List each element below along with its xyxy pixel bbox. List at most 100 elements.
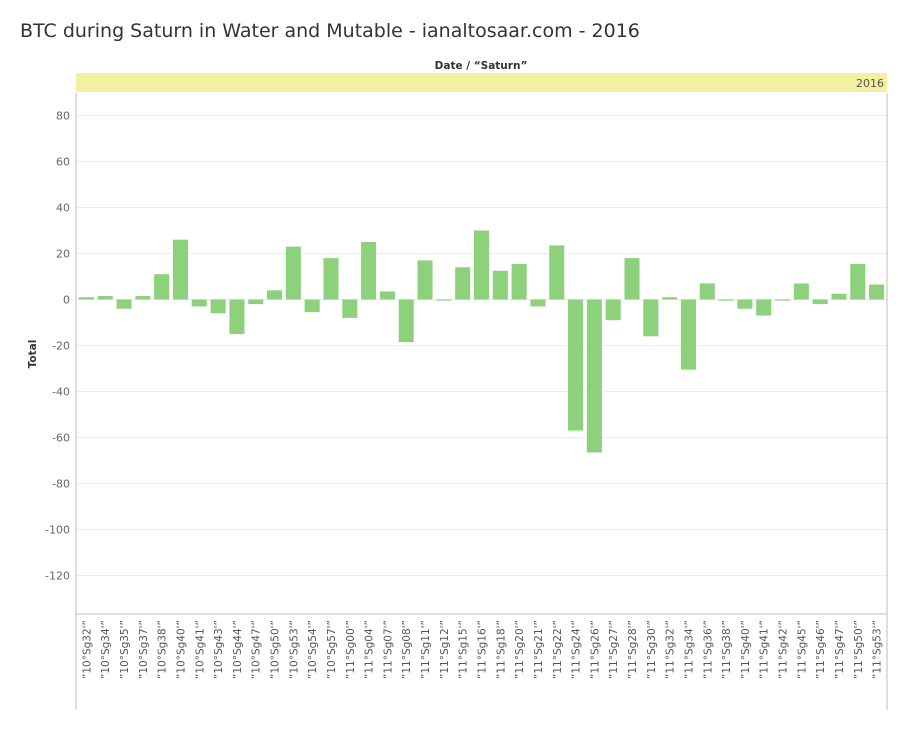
bar: [530, 299, 546, 307]
x-tick-label: ”10°Sg34'”: [100, 620, 112, 679]
x-tick-label: ”11°Sg40'”: [740, 620, 752, 679]
x-tick-label: ”10°Sg38'”: [157, 620, 169, 679]
y-axis-ticks: 80 60 40 20 0 -20 -40 -60 -80 -100 -120: [45, 110, 70, 583]
bar: [267, 290, 283, 300]
x-tick-label: ”11°Sg15'”: [458, 620, 470, 679]
bar: [737, 299, 753, 309]
y-tick-label: 60: [56, 156, 70, 169]
bar: [492, 270, 508, 300]
y-tick-label: 40: [56, 202, 70, 215]
x-tick-label: ”11°Sg22'”: [552, 620, 564, 679]
bar: [850, 263, 866, 300]
bar: [78, 297, 94, 300]
bar: [549, 245, 565, 300]
x-tick-label: ”11°Sg11'”: [420, 620, 432, 679]
column-header-value: 2016: [856, 77, 884, 90]
bar: [756, 299, 772, 316]
bar: [624, 258, 640, 300]
bar: [323, 258, 339, 300]
x-tick-label: ”11°Sg20'”: [514, 620, 526, 679]
bar: [831, 293, 847, 300]
bar: [172, 239, 189, 300]
y-axis-label: Total: [27, 340, 39, 369]
bar: [605, 299, 621, 321]
x-tick-label: ”10°Sg41'”: [194, 620, 206, 679]
x-axis-ticks: ”10°Sg32'” ”10°Sg34'” ”10°Sg35'” ”10°Sg37'”…: [81, 620, 883, 679]
y-tick-label: -20: [52, 340, 70, 353]
x-tick-label: ”10°Sg37'”: [138, 620, 150, 679]
column-header-label: Date / “Saturn”: [435, 60, 528, 72]
bar: [643, 299, 659, 337]
x-tick-label: ”11°Sg42'”: [778, 620, 790, 679]
bar: [154, 274, 170, 300]
column-header-band: [76, 73, 887, 92]
y-tick-label: -60: [52, 432, 70, 445]
x-tick-label: ”11°Sg08'”: [401, 620, 413, 679]
gridlines: [76, 115, 887, 576]
bar: [304, 299, 320, 313]
bar: [342, 299, 358, 318]
x-tick-label: ”10°Sg53'”: [288, 620, 300, 679]
bar: [699, 283, 715, 300]
bar: [379, 291, 395, 300]
y-tick-label: 80: [56, 110, 70, 123]
x-tick-label: ”11°Sg34'”: [683, 620, 695, 679]
bar: [210, 299, 226, 314]
x-tick-label: ”11°Sg53'”: [872, 620, 884, 679]
x-tick-label: ”11°Sg27'”: [608, 620, 620, 679]
bar: [473, 230, 490, 300]
bar: [191, 299, 207, 307]
bar: [417, 260, 433, 300]
bar: [97, 296, 113, 300]
x-tick-label: ”11°Sg30'”: [646, 620, 658, 679]
x-tick-label: ”10°Sg47'”: [251, 620, 263, 679]
bar: [229, 299, 245, 334]
x-tick-label: ”11°Sg47'”: [834, 620, 846, 679]
x-tick-label: ”10°Sg44'”: [232, 620, 244, 679]
bar: [586, 299, 602, 453]
bar: [662, 297, 678, 300]
x-tick-label: ”11°Sg12'”: [439, 620, 451, 679]
x-tick-label: ”10°Sg43'”: [213, 620, 225, 679]
x-tick-label: ”10°Sg50'”: [270, 620, 282, 679]
bar: [869, 284, 885, 300]
bar: [398, 299, 414, 343]
x-tick-label: ”10°Sg40'”: [175, 620, 187, 679]
x-tick-label: ”10°Sg57'”: [326, 620, 338, 679]
x-tick-label: ”11°Sg26'”: [589, 620, 601, 679]
x-tick-label: ”11°Sg46'”: [815, 620, 827, 679]
bar: [116, 299, 132, 309]
y-tick-label: 20: [56, 248, 70, 261]
bar: [285, 246, 301, 300]
x-tick-label: ”11°Sg21'”: [533, 620, 545, 679]
x-tick-label: ”11°Sg45'”: [796, 620, 808, 679]
x-tick-label: ”10°Sg35'”: [119, 620, 131, 679]
x-tick-label: ”11°Sg50'”: [853, 620, 865, 679]
x-tick-label: ”11°Sg24'”: [571, 620, 583, 679]
y-tick-label: -120: [45, 570, 70, 583]
bar: [680, 299, 696, 370]
bar: [455, 267, 471, 300]
bars: [78, 230, 885, 453]
x-tick-label: ”11°Sg18'”: [495, 620, 507, 679]
x-tick-label: ”11°Sg04'”: [364, 620, 376, 679]
x-tick-label: ”10°Sg54'”: [307, 620, 319, 679]
y-tick-label: -100: [45, 524, 70, 537]
y-tick-label: 0: [63, 294, 70, 307]
x-tick-label: ”11°Sg28'”: [627, 620, 639, 679]
x-tick-label: ”11°Sg16'”: [477, 620, 489, 679]
bar: [135, 296, 151, 300]
x-tick-label: ”11°Sg41'”: [759, 620, 771, 679]
y-tick-label: -40: [52, 386, 70, 399]
bar: [718, 299, 734, 301]
bar: [812, 299, 828, 305]
x-tick-label: ”11°Sg36'”: [702, 620, 714, 679]
chart-title: BTC during Saturn in Water and Mutable -…: [20, 20, 640, 42]
x-tick-label: ”11°Sg07'”: [382, 620, 394, 679]
x-tick-label: ”11°Sg38'”: [721, 620, 733, 679]
x-tick-label: ”11°Sg32'”: [665, 620, 677, 679]
x-tick-label: ”10°Sg32'”: [81, 620, 93, 679]
bar: [774, 299, 791, 301]
bar: [511, 263, 527, 300]
